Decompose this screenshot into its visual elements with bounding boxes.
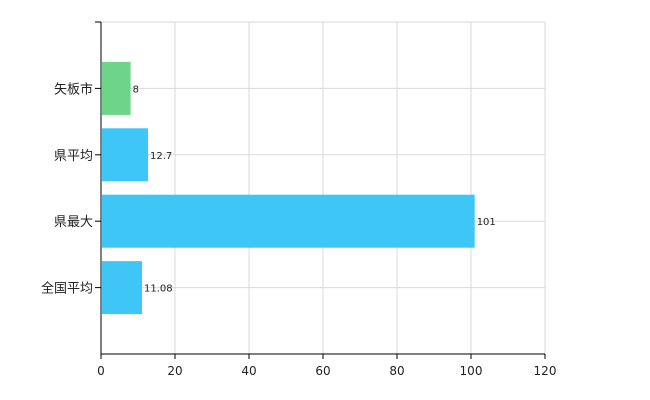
x-tick-label: 100 — [460, 364, 483, 378]
x-tick-label: 0 — [97, 364, 105, 378]
grid-lines — [101, 21, 546, 354]
bar — [102, 128, 148, 182]
category-label: 県平均 — [54, 149, 93, 164]
data-label: 12.7 — [150, 151, 172, 162]
x-tick-label: 20 — [167, 364, 182, 378]
category-label: 矢板市 — [54, 81, 93, 97]
x-tick-label: 80 — [389, 364, 404, 378]
x-ticks: 0 20 40 60 80 100 120 — [97, 354, 556, 378]
bars — [102, 61, 475, 315]
bar — [102, 61, 131, 115]
bar — [102, 261, 142, 315]
data-labels: 8 12.7 101 11.08 — [133, 84, 496, 294]
category-label: 県最大 — [54, 215, 93, 230]
x-tick-label: 120 — [534, 364, 557, 378]
data-label: 101 — [477, 217, 496, 228]
data-label: 11.08 — [144, 284, 173, 295]
axes — [95, 21, 545, 355]
category-label: 全国平均 — [41, 281, 93, 297]
x-tick-label: 40 — [241, 364, 256, 378]
bar — [102, 194, 475, 248]
x-tick-label: 60 — [315, 364, 330, 378]
data-label: 8 — [133, 84, 139, 95]
